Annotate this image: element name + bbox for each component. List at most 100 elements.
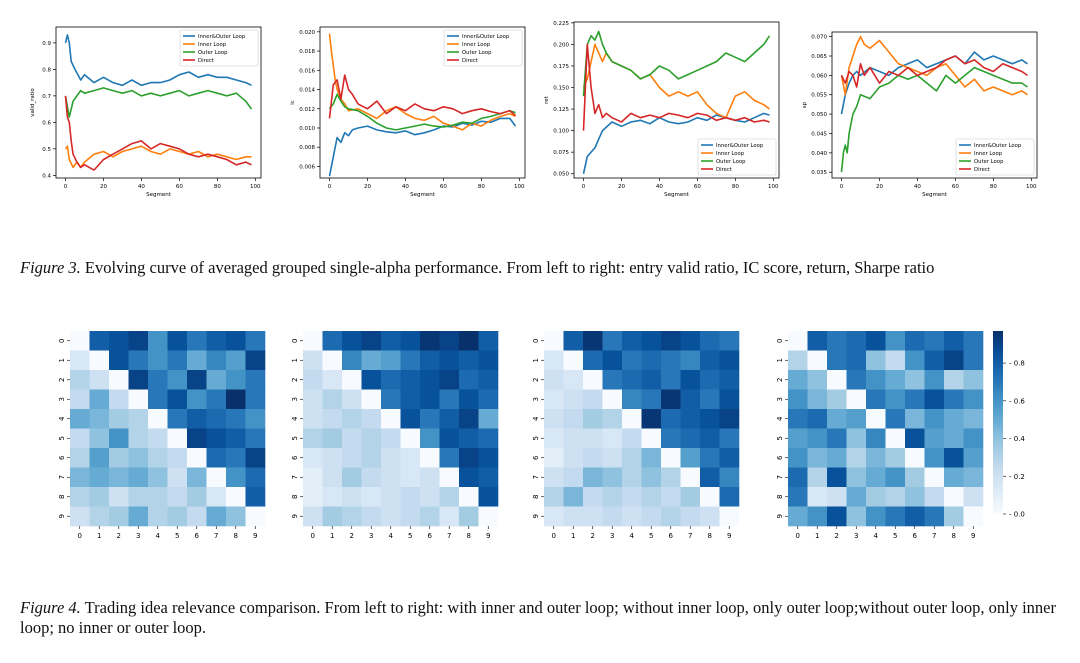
heatmap-cell [420, 389, 440, 410]
y-tick-label: 6 [58, 455, 66, 460]
heatmap-cell [322, 487, 343, 507]
heatmap-cell [109, 487, 129, 507]
heatmap-cell [641, 506, 662, 527]
heatmap-cell [187, 448, 207, 468]
heatmap-cell [459, 487, 479, 507]
heatmap-cell [167, 370, 188, 390]
x-tick-label: 5 [408, 532, 412, 540]
heatmap-cell [788, 506, 808, 527]
y-tick-label: 0.045 [811, 131, 827, 137]
heatmap-cell [89, 467, 110, 488]
heatmap-cell [700, 370, 720, 390]
heatmap-cell [148, 409, 168, 429]
heatmap-cell [846, 389, 867, 410]
heatmap-cell [420, 409, 440, 429]
heatmap-cell [342, 350, 362, 371]
colorbar-tick-label: - 0.6 [1009, 397, 1025, 405]
colorbar-gradient-bar [993, 331, 1003, 514]
y-tick-label: 3 [532, 397, 540, 401]
heatmap-cell [361, 428, 382, 449]
heatmap-cell [661, 370, 681, 390]
x-tick-label: 7 [932, 532, 936, 540]
y-tick-label: 0.012 [299, 107, 315, 113]
heatmap-cell [680, 331, 701, 351]
heatmap-cell [944, 506, 964, 527]
x-tick-label: 80 [478, 184, 485, 190]
y-tick-label: 8 [58, 495, 66, 499]
heatmap-cell [439, 506, 460, 527]
heatmap-cell [905, 350, 925, 371]
heatmap-cell [478, 370, 499, 390]
heatmap-cell [478, 409, 499, 429]
heatmap-cell [583, 331, 603, 351]
heatmap-cell [206, 467, 227, 488]
heatmap-cell [700, 487, 720, 507]
heatmap-cell [905, 409, 925, 429]
heatmap-cell [661, 428, 681, 449]
legend-label: Inner Loop [974, 151, 1003, 157]
heatmap-cell [148, 331, 168, 351]
heatmap-cell [245, 389, 266, 410]
y-tick-label: 0.200 [553, 42, 569, 48]
heatmap-cell [680, 370, 701, 390]
heatmap-cell [187, 467, 207, 488]
series-line [840, 35, 1028, 96]
heatmap-cell [622, 370, 642, 390]
y-tick-label: 3 [58, 397, 66, 401]
heatmap-cell [381, 448, 401, 468]
heatmap-cell [544, 448, 564, 468]
heatmap-cell [478, 428, 499, 449]
heatmap-cell [700, 331, 720, 351]
heatmap-cell [905, 467, 925, 488]
heatmap-cell [661, 331, 681, 351]
series-line [840, 55, 1028, 88]
heatmap-cell [905, 487, 925, 507]
legend-label: Inner&Outer Loop [198, 34, 246, 40]
heatmap-cell [459, 370, 479, 390]
heatmap-cell [544, 487, 564, 507]
heatmap-cell [70, 370, 90, 390]
heatmap-cell [206, 448, 227, 468]
heatmap-cell [206, 506, 227, 527]
y-tick-label: 0.035 [811, 170, 827, 176]
legend-label: Outer Loop [198, 50, 228, 56]
x-tick-label: 1 [571, 532, 575, 540]
line-chart-1: 0 20 40 60 80 100 0.4 0.5 0.6 0.7 0.8 0.9 Segment val… [30, 26, 262, 198]
heatmap-cell [807, 448, 828, 468]
heatmap-cell [563, 350, 584, 371]
colorbar-tick-label: - 0.8 [1009, 360, 1025, 368]
heatmap-cell [924, 389, 945, 410]
heatmap-cell [206, 389, 227, 410]
heatmap-cell [661, 506, 681, 527]
y-tick-label: 7 [58, 475, 66, 479]
heatmap-cell [788, 487, 808, 507]
x-tick-label: 9 [727, 532, 731, 540]
heatmap-3: 0 0 1 1 2 2 3 3 4 4 5 5 6 6 7 7 8 8 9 9 [532, 331, 740, 540]
heatmap-cell [89, 409, 110, 429]
x-tick-label: 7 [688, 532, 692, 540]
heatmap-cell [680, 467, 701, 488]
heatmap-cell [439, 389, 460, 410]
heatmap-cell [361, 487, 382, 507]
heatmap-cell [924, 448, 945, 468]
heatmap-cell [439, 428, 460, 449]
y-tick-label: 1 [532, 358, 540, 362]
heatmap-cell [680, 389, 701, 410]
heatmap-cell [226, 409, 246, 429]
heatmap-cell [807, 350, 828, 371]
heatmap-cell [439, 448, 460, 468]
chart-legend: Inner&Outer Loop Inner Loop Outer Loop Dire… [179, 29, 259, 67]
heatmap-cell [128, 467, 149, 488]
heatmap-cell [905, 331, 925, 351]
heatmap-cell [963, 409, 984, 429]
heatmap-cell [661, 389, 681, 410]
heatmap-cell [342, 370, 362, 390]
x-tick-label: 9 [253, 532, 257, 540]
x-tick-label: 3 [136, 532, 140, 540]
x-tick-label: 20 [364, 184, 371, 190]
heatmap-cell [885, 389, 906, 410]
heatmap-cell [866, 350, 886, 371]
heatmap-cell [381, 331, 401, 351]
heatmap-cell [944, 487, 964, 507]
heatmap-cell [400, 331, 421, 351]
